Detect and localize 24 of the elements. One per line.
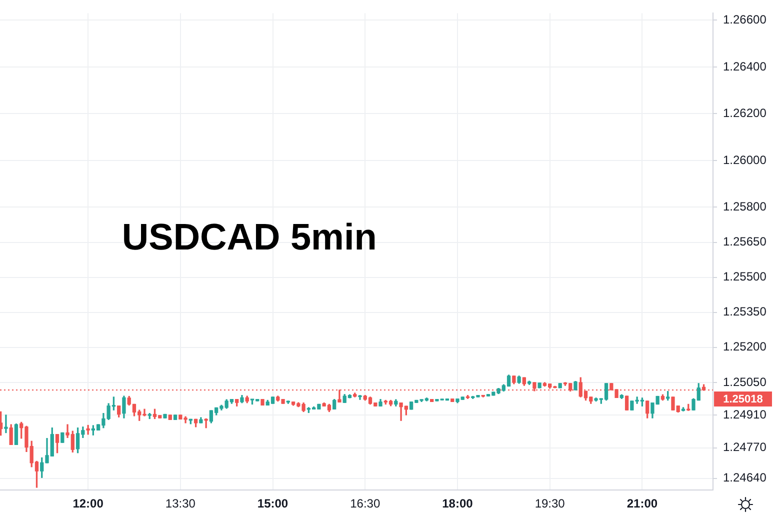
y-tick-label: 1.26600: [723, 12, 767, 27]
y-tick-label: 1.24910: [723, 408, 767, 422]
y-tick-label: 1.26200: [723, 106, 767, 120]
x-tick-label: 19:30: [534, 496, 566, 511]
y-tick-label: 1.26400: [723, 59, 767, 74]
y-tick-label: 1.25500: [723, 270, 767, 284]
y-tick-label: 1.25650: [723, 234, 767, 249]
x-tick-label: 16:30: [350, 496, 380, 511]
x-tick-label: 18:00: [442, 496, 474, 511]
y-tick-label: 1.24640: [723, 470, 767, 485]
x-tick-label: 12:00: [72, 496, 104, 511]
text: USDCAD 5min: [122, 216, 377, 258]
candlestick: [4, 414, 8, 434]
y-tick-label: 1.25350: [723, 304, 767, 319]
y-tick-label: 1.26000: [723, 152, 767, 167]
x-tick-label: 21:00: [626, 496, 658, 511]
ref-line-label: 1.25018: [723, 393, 763, 406]
x-tick-label: 13:30: [165, 496, 196, 511]
y-tick-label: 1.24770: [723, 440, 767, 454]
candlestick: [86, 424, 90, 435]
x-tick-label: 15:00: [257, 496, 288, 511]
y-tick-label: 1.25800: [723, 200, 767, 214]
y-tick-label: 1.25200: [723, 340, 767, 354]
y-tick-label: 1.25050: [723, 374, 767, 389]
